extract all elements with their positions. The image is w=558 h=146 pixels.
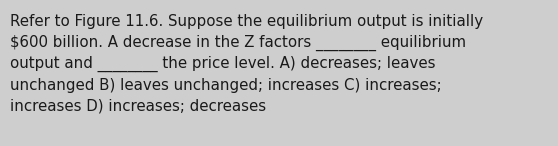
- Text: Refer to Figure 11.6. Suppose the equilibrium output is initially
$600 billion. : Refer to Figure 11.6. Suppose the equili…: [10, 14, 483, 113]
